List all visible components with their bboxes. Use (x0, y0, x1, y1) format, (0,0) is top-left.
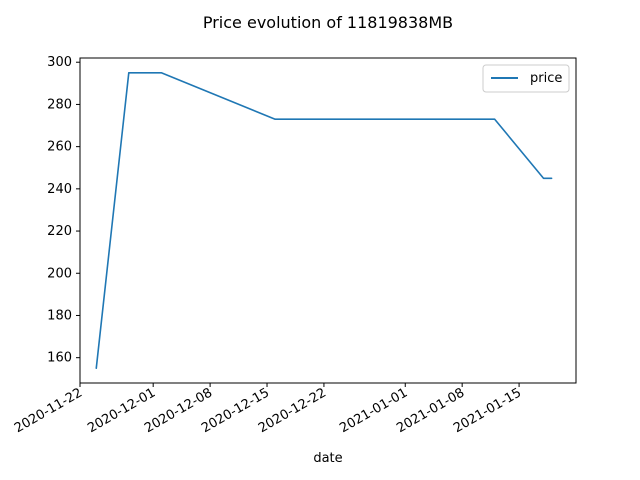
y-tick-label: 240 (47, 182, 72, 197)
y-tick-label: 300 (47, 55, 72, 70)
legend-box (482, 64, 570, 93)
x-axis-label: date (313, 451, 342, 466)
line-layer (95, 71, 553, 370)
legend-label-price: price (530, 71, 562, 86)
y-axis-ticks: 160 180 200 220 240 260 280 300 (47, 55, 80, 366)
series-line-price (95, 71, 553, 370)
chart-title: Price evolution of 11819838MB (203, 13, 453, 32)
legend: price (482, 64, 570, 93)
y-tick-label: 220 (47, 224, 72, 239)
plot-area (80, 58, 576, 383)
y-tick-label: 180 (47, 308, 72, 323)
plot-frame (79, 57, 577, 384)
y-tick-label: 160 (47, 351, 72, 366)
y-tick-label: 260 (47, 140, 72, 155)
y-tick-label: 280 (47, 97, 72, 112)
y-tick-label: 200 (47, 266, 72, 281)
